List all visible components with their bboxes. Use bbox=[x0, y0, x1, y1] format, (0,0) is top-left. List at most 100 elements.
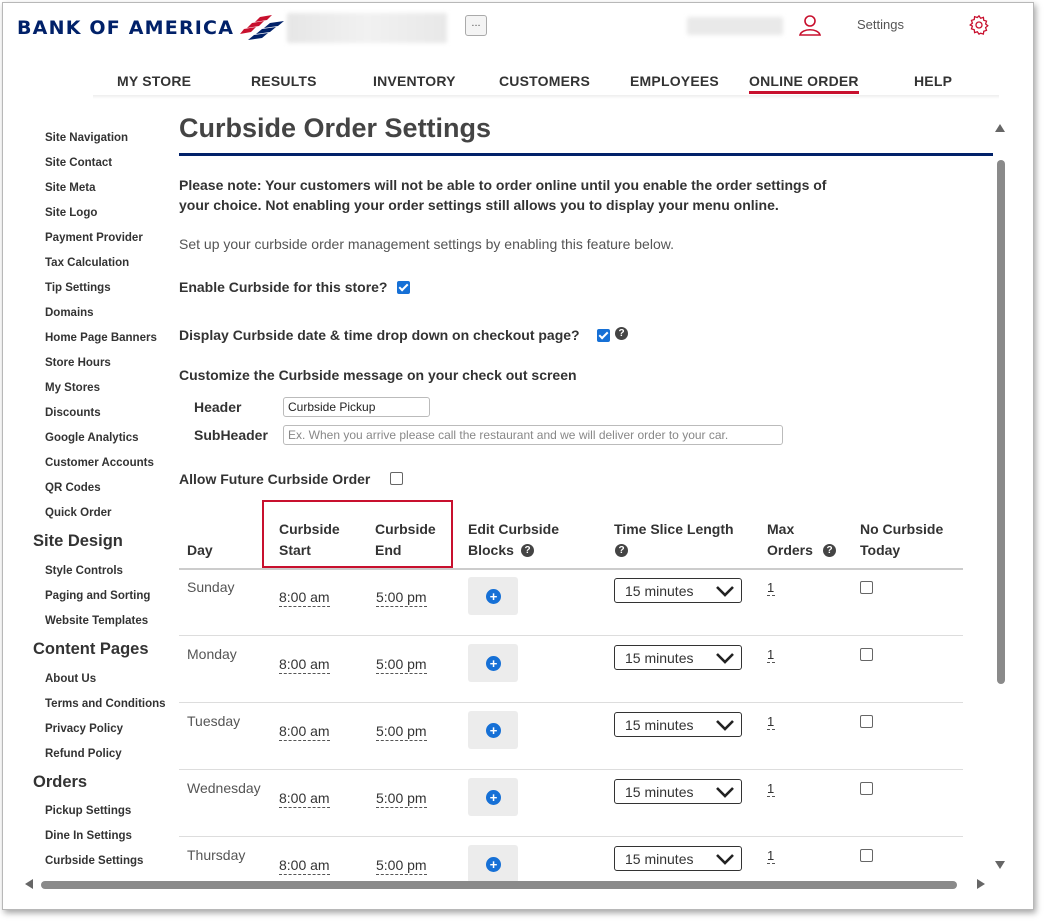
sidebar-item-site-logo[interactable]: Site Logo bbox=[45, 207, 98, 219]
row-end-time[interactable]: 5:00 pm bbox=[376, 723, 427, 741]
col-curbside-end: Curbside End bbox=[375, 519, 436, 561]
gear-icon[interactable] bbox=[968, 14, 990, 36]
nav-inventory[interactable]: INVENTORY bbox=[373, 73, 456, 89]
time-slice-select[interactable]: 15 minutes bbox=[614, 712, 742, 737]
sidebar-item-style-controls[interactable]: Style Controls bbox=[45, 565, 123, 577]
sidebar-item-privacy-policy[interactable]: Privacy Policy bbox=[45, 723, 123, 735]
nav-help[interactable]: HELP bbox=[914, 73, 953, 89]
sidebar-item-qr-codes[interactable]: QR Codes bbox=[45, 482, 101, 494]
time-slice-select[interactable]: 15 minutes bbox=[614, 578, 742, 603]
sidebar-item-site-contact[interactable]: Site Contact bbox=[45, 157, 113, 169]
max-orders-value[interactable]: 1 bbox=[767, 781, 775, 797]
scroll-right-arrow-icon[interactable] bbox=[977, 879, 985, 889]
sidebar-item-home-page-banners[interactable]: Home Page Banners bbox=[45, 332, 157, 344]
max-orders-value[interactable]: 1 bbox=[767, 580, 775, 596]
sidebar-item-quick-order[interactable]: Quick Order bbox=[45, 507, 112, 519]
sidebar-item-dine-in-settings[interactable]: Dine In Settings bbox=[45, 830, 132, 842]
sidebar-item-my-stores[interactable]: My Stores bbox=[45, 382, 100, 394]
flag-icon bbox=[240, 15, 285, 40]
edit-blocks-button[interactable]: + bbox=[468, 778, 518, 816]
bank-logo[interactable]: BANK OF AMERICA bbox=[17, 15, 288, 41]
logo-text: BANK OF AMERICA bbox=[17, 17, 235, 39]
dropdown-checkbox[interactable] bbox=[597, 329, 610, 342]
col-max-orders: Max Orders bbox=[767, 519, 813, 561]
sidebar-item-payment-provider[interactable]: Payment Provider bbox=[45, 232, 143, 244]
col-time-slice: Time Slice Length bbox=[614, 521, 734, 537]
time-slice-select[interactable]: 15 minutes bbox=[614, 645, 742, 670]
sidebar-item-customer-accounts[interactable]: Customer Accounts bbox=[45, 457, 154, 469]
nav-employees[interactable]: EMPLOYEES bbox=[630, 73, 719, 89]
time-slice-value: 15 minutes bbox=[625, 583, 694, 599]
scroll-up-arrow-icon[interactable] bbox=[995, 124, 1005, 132]
time-slice-value: 15 minutes bbox=[625, 650, 694, 666]
row-start-time[interactable]: 8:00 am bbox=[279, 656, 330, 674]
nav-my-store[interactable]: MY STORE bbox=[117, 73, 192, 89]
sidebar-item-curbside-settings[interactable]: Curbside Settings bbox=[45, 855, 144, 867]
store-name-blurred bbox=[287, 13, 447, 43]
no-curbside-checkbox[interactable] bbox=[860, 648, 873, 661]
settings-link[interactable]: Settings bbox=[857, 17, 904, 32]
scroll-left-arrow-icon[interactable] bbox=[25, 879, 33, 889]
row-day: Monday bbox=[187, 646, 237, 662]
no-curbside-checkbox[interactable] bbox=[860, 581, 873, 594]
row-start-time[interactable]: 8:00 am bbox=[279, 857, 330, 875]
row-start-time[interactable]: 8:00 am bbox=[279, 790, 330, 808]
row-day: Tuesday bbox=[187, 713, 241, 729]
sidebar-item-refund-policy[interactable]: Refund Policy bbox=[45, 748, 122, 760]
header-input[interactable] bbox=[283, 397, 430, 417]
row-end-time[interactable]: 5:00 pm bbox=[376, 790, 427, 808]
sidebar-item-website-templates[interactable]: Website Templates bbox=[45, 615, 149, 627]
edit-blocks-button[interactable]: + bbox=[468, 644, 518, 682]
sidebar-item-about-us[interactable]: About Us bbox=[45, 673, 97, 685]
horizontal-scroll-thumb[interactable] bbox=[41, 881, 957, 889]
edit-blocks-help-icon[interactable]: ? bbox=[521, 544, 534, 557]
row-end-time[interactable]: 5:00 pm bbox=[376, 656, 427, 674]
nav-divider bbox=[93, 95, 999, 99]
sidebar-item-tax-calculation[interactable]: Tax Calculation bbox=[45, 257, 130, 269]
nav-customers[interactable]: CUSTOMERS bbox=[499, 73, 590, 89]
nav-results[interactable]: RESULTS bbox=[251, 73, 317, 89]
dropdown-help-icon[interactable]: ? bbox=[615, 327, 628, 340]
col-curbside-start: Curbside Start bbox=[279, 519, 340, 561]
sidebar-item-terms-and-conditions[interactable]: Terms and Conditions bbox=[45, 698, 166, 710]
sidebar-item-google-analytics[interactable]: Google Analytics bbox=[45, 432, 139, 444]
time-slice-help-icon[interactable]: ? bbox=[615, 544, 628, 557]
edit-blocks-button[interactable]: + bbox=[468, 845, 518, 883]
sidebar-item-domains[interactable]: Domains bbox=[45, 307, 94, 319]
plus-icon: + bbox=[486, 656, 501, 671]
row-end-time[interactable]: 5:00 pm bbox=[376, 857, 427, 875]
time-slice-select[interactable]: 15 minutes bbox=[614, 779, 742, 804]
max-orders-value[interactable]: 1 bbox=[767, 647, 775, 663]
sidebar-item-site-meta[interactable]: Site Meta bbox=[45, 182, 96, 194]
row-start-time[interactable]: 8:00 am bbox=[279, 589, 330, 607]
edit-blocks-button[interactable]: + bbox=[468, 711, 518, 749]
max-orders-help-icon[interactable]: ? bbox=[823, 544, 836, 557]
enable-curbside-checkbox[interactable] bbox=[397, 281, 410, 294]
edit-blocks-button[interactable]: + bbox=[468, 577, 518, 615]
scroll-down-arrow-icon[interactable] bbox=[995, 861, 1005, 869]
user-icon[interactable] bbox=[798, 13, 822, 37]
store-menu-button[interactable]: ... bbox=[465, 15, 487, 36]
nav-online-order[interactable]: ONLINE ORDER bbox=[749, 73, 859, 94]
no-curbside-checkbox[interactable] bbox=[860, 715, 873, 728]
no-curbside-checkbox[interactable] bbox=[860, 849, 873, 862]
col-start-line1: Curbside bbox=[279, 521, 340, 537]
max-orders-value[interactable]: 1 bbox=[767, 848, 775, 864]
sidebar-item-pickup-settings[interactable]: Pickup Settings bbox=[45, 805, 132, 817]
row-end-time[interactable]: 5:00 pm bbox=[376, 589, 427, 607]
sidebar-item-paging-and-sorting[interactable]: Paging and Sorting bbox=[45, 590, 151, 602]
vertical-scroll-thumb[interactable] bbox=[997, 160, 1005, 684]
row-start-time[interactable]: 8:00 am bbox=[279, 723, 330, 741]
future-order-checkbox[interactable] bbox=[390, 472, 403, 485]
col-edit-line1: Edit Curbside bbox=[468, 521, 560, 537]
sidebar-item-tip-settings[interactable]: Tip Settings bbox=[45, 282, 111, 294]
subheader-input[interactable] bbox=[283, 425, 783, 445]
sidebar-item-discounts[interactable]: Discounts bbox=[45, 407, 101, 419]
time-slice-select[interactable]: 15 minutes bbox=[614, 846, 742, 871]
sidebar-item-site-navigation[interactable]: Site Navigation bbox=[45, 132, 129, 144]
chevron-down-icon bbox=[716, 854, 734, 865]
sidebar-item-store-hours[interactable]: Store Hours bbox=[45, 357, 111, 369]
page-title: Curbside Order Settings bbox=[179, 113, 492, 143]
no-curbside-checkbox[interactable] bbox=[860, 782, 873, 795]
max-orders-value[interactable]: 1 bbox=[767, 714, 775, 730]
